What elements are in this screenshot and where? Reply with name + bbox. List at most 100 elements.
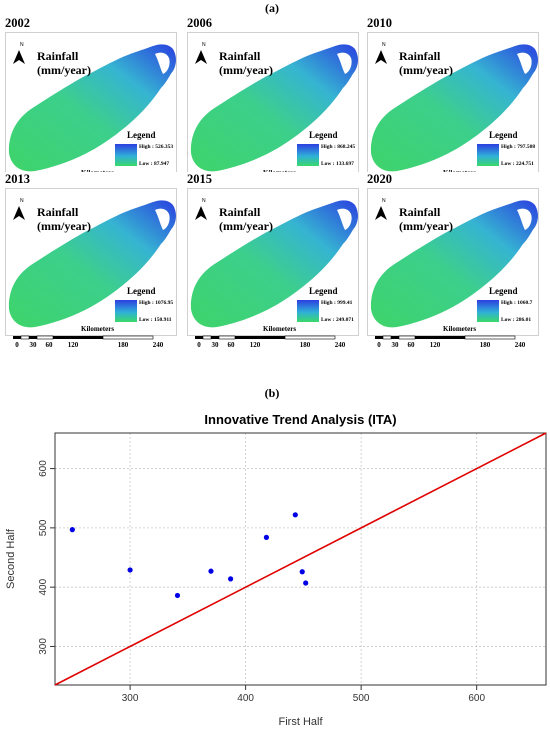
map-title-line2: (mm/year) bbox=[219, 219, 273, 233]
map-drawing: N bbox=[8, 42, 176, 184]
legend-high: High : 526.353 bbox=[139, 144, 174, 150]
north-label: N bbox=[202, 42, 206, 48]
map-title-line1: Rainfall bbox=[37, 49, 79, 63]
legend-high: High : 868.245 bbox=[321, 144, 356, 150]
legend-low: Low : 224.751 bbox=[501, 161, 534, 167]
map-frame bbox=[187, 188, 359, 336]
y-axis-label: Second Half bbox=[5, 528, 17, 589]
scale-tick-label: 240 bbox=[514, 341, 526, 349]
y-tick-label: 400 bbox=[38, 578, 49, 595]
north-arrow: N bbox=[13, 42, 25, 64]
rainfall-map-2002: 2002 N bbox=[3, 16, 178, 194]
legend-low: Low : 150.911 bbox=[139, 317, 172, 323]
legend-title: Legend bbox=[309, 130, 338, 140]
rainfall-map-2010: 2010 N bbox=[365, 16, 540, 194]
ita-chart: Innovative Trend Analysis (ITA) 300 400 500… bbox=[5, 412, 547, 728]
x-tick-label: 400 bbox=[237, 693, 254, 704]
x-tick-label: 300 bbox=[122, 693, 139, 704]
map-drawing: N bbox=[370, 42, 538, 184]
map-title-line2: (mm/year) bbox=[219, 63, 273, 77]
kilometers-label: Kilometers bbox=[443, 325, 477, 333]
map-title-line1: Rainfall bbox=[399, 49, 441, 63]
legend-low: Low : 87.947 bbox=[139, 161, 170, 167]
map-title-line2: (mm/year) bbox=[37, 63, 91, 77]
data-point bbox=[228, 576, 234, 582]
scale-tick-label: 60 bbox=[45, 341, 53, 349]
north-arrow: N bbox=[13, 198, 25, 220]
y-tick-label: 500 bbox=[38, 519, 49, 536]
region-shape bbox=[370, 44, 538, 172]
x-axis-label: First Half bbox=[279, 716, 324, 728]
plot-frame bbox=[54, 432, 547, 686]
map-title-line2: (mm/year) bbox=[399, 63, 453, 77]
map-year: 2002 bbox=[5, 16, 30, 30]
scale-tick-label: 240 bbox=[152, 341, 164, 349]
north-arrow-icon bbox=[375, 206, 387, 220]
kilometers-label: Kilometers bbox=[263, 325, 297, 333]
north-label: N bbox=[382, 42, 386, 48]
map-drawing: N bbox=[8, 198, 176, 340]
lake-shape bbox=[337, 52, 352, 74]
legend-title: Legend bbox=[489, 286, 518, 296]
data-point bbox=[208, 568, 214, 574]
map-title-line2: (mm/year) bbox=[37, 219, 91, 233]
legend-colorbar bbox=[297, 300, 319, 322]
map-drawing: N bbox=[370, 198, 538, 340]
scale-tick-label: 0 bbox=[197, 341, 201, 349]
north-label: N bbox=[202, 198, 206, 204]
scale-tick-label: 180 bbox=[479, 341, 491, 349]
lake-shape bbox=[155, 208, 170, 230]
scale-tick-label: 120 bbox=[249, 341, 261, 349]
map-title: Rainfall (mm/year) bbox=[37, 205, 91, 233]
map-drawing: N bbox=[190, 198, 358, 340]
map-title: Rainfall (mm/year) bbox=[399, 49, 453, 77]
map-frame bbox=[367, 188, 539, 336]
legend-high: High : 1060.7 bbox=[501, 300, 533, 306]
legend-high: High : 1076.95 bbox=[139, 300, 174, 306]
scale-tick-label: 30 bbox=[29, 341, 37, 349]
scale-bar bbox=[195, 335, 336, 340]
scale-tick-label: 30 bbox=[391, 341, 399, 349]
x-tick-label: 500 bbox=[353, 693, 370, 704]
map-year: 2006 bbox=[187, 16, 212, 30]
scale-tick-label: 30 bbox=[211, 341, 219, 349]
map-title: Rainfall (mm/year) bbox=[399, 205, 453, 233]
north-arrow-icon bbox=[195, 206, 207, 220]
legend-colorbar bbox=[297, 144, 319, 166]
data-point bbox=[303, 580, 309, 586]
legend-colorbar bbox=[477, 300, 499, 322]
legend-low: Low : 249.071 bbox=[321, 317, 354, 323]
map-title-line2: (mm/year) bbox=[399, 219, 453, 233]
north-arrow: N bbox=[195, 42, 207, 64]
lake-shape bbox=[517, 52, 532, 74]
scale-tick-label: 0 bbox=[15, 341, 19, 349]
map-title-line1: Rainfall bbox=[219, 205, 261, 219]
rainfall-map-2006: 2006 N bbox=[185, 16, 360, 194]
region-shape bbox=[8, 200, 176, 328]
map-drawing: N bbox=[190, 42, 358, 184]
map-year: 2010 bbox=[367, 16, 392, 30]
map-year: 2020 bbox=[367, 172, 392, 186]
kilometers-label: Kilometers bbox=[81, 325, 115, 333]
legend-low: Low : 286.01 bbox=[501, 317, 532, 323]
scale-tick-label: 180 bbox=[117, 341, 129, 349]
rainfall-map-2015: 2015 N bbox=[185, 172, 360, 350]
map-title: Rainfall (mm/year) bbox=[219, 205, 273, 233]
scale-tick-label: 120 bbox=[429, 341, 441, 349]
north-label: N bbox=[20, 42, 24, 48]
map-title-line1: Rainfall bbox=[37, 205, 79, 219]
x-tick-label: 600 bbox=[468, 693, 485, 704]
legend-colorbar bbox=[115, 300, 137, 322]
reference-line bbox=[54, 432, 547, 686]
north-arrow-icon bbox=[195, 50, 207, 64]
legend-title: Legend bbox=[309, 286, 338, 296]
north-arrow: N bbox=[375, 198, 387, 220]
map-year: 2013 bbox=[5, 172, 30, 186]
map-title-line1: Rainfall bbox=[399, 205, 441, 219]
rainfall-map-2020: 2020 N bbox=[365, 172, 540, 350]
north-arrow-icon bbox=[13, 50, 25, 64]
north-arrow-icon bbox=[13, 206, 25, 220]
lake-shape bbox=[517, 208, 532, 230]
legend-title: Legend bbox=[127, 130, 156, 140]
region-shape bbox=[190, 200, 358, 328]
